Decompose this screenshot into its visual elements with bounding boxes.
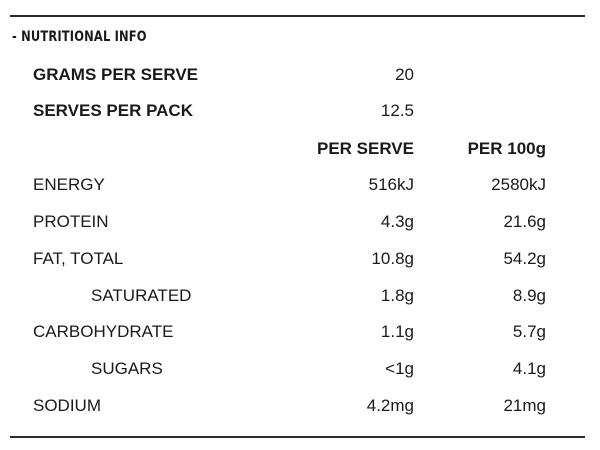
nutrient-label-fat-total: FAT, TOTAL: [33, 249, 124, 268]
grams-per-serve-value: 20: [395, 65, 414, 84]
nutrient-per-100g-carbohydrate: 5.7g: [512, 322, 546, 341]
nutrient-per-serve-protein: 4.3g: [380, 212, 414, 231]
nutrient-label-protein: PROTEIN: [33, 212, 109, 231]
nutrient-per-100g-energy: 2580kJ: [491, 175, 546, 194]
nutrient-per-100g-sugars: 4.1g: [512, 359, 546, 378]
nutrient-per-serve-sodium: 4.2mg: [366, 396, 414, 415]
nutrient-per-100g-sodium: 21mg: [503, 396, 546, 415]
nutrient-per-serve-carbohydrate: 1.1g: [380, 322, 414, 341]
nutrient-per-100g-saturated: 8.9g: [512, 286, 546, 305]
column-header-per-serve: PER SERVE: [316, 139, 414, 158]
nutrient-per-serve-energy: 516kJ: [368, 175, 414, 194]
nutrient-per-100g-fat-total: 54.2g: [503, 249, 546, 268]
section-title: - NUTRITIONAL INFO: [12, 29, 147, 45]
nutrient-per-serve-saturated: 1.8g: [380, 286, 414, 305]
serves-per-pack-value: 12.5: [380, 101, 414, 120]
nutrient-label-saturated: SATURATED: [91, 286, 192, 305]
bottom-divider: [10, 436, 585, 438]
nutrient-per-100g-protein: 21.6g: [503, 212, 546, 231]
column-header-per-100g: PER 100g: [467, 139, 546, 158]
grams-per-serve-label: GRAMS PER SERVE: [33, 65, 199, 84]
nutrient-per-serve-sugars: <1g: [385, 359, 414, 378]
nutrient-label-sugars: SUGARS: [91, 359, 163, 378]
top-divider: [10, 15, 585, 17]
nutrient-label-energy: ENERGY: [33, 175, 105, 194]
nutrient-label-sodium: SODIUM: [33, 396, 101, 415]
nutrient-per-serve-fat-total: 10.8g: [371, 249, 414, 268]
serves-per-pack-label: SERVES PER PACK: [33, 101, 193, 120]
nutrient-label-carbohydrate: CARBOHYDRATE: [33, 322, 174, 341]
